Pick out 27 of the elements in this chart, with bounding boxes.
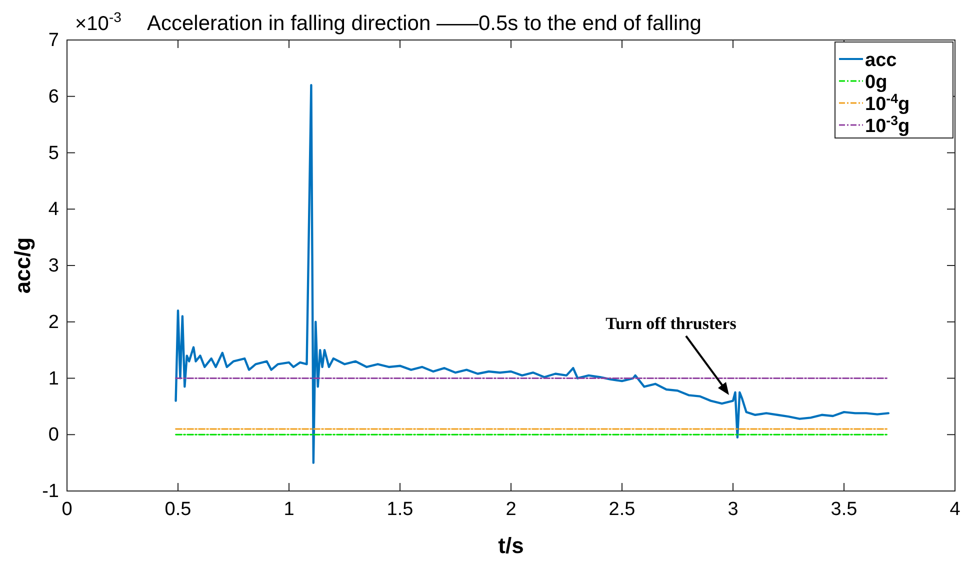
y-tick-label: 5 [48, 142, 59, 164]
y-tick-label: 2 [48, 312, 59, 333]
x-tick-label: 4 [950, 499, 961, 520]
x-tick-label: 3 [728, 499, 738, 520]
y-tick-label: -1 [42, 481, 59, 502]
y-tick-label: 0 [48, 424, 59, 446]
y-tick-label: 4 [48, 199, 60, 220]
y-tick-label: 3 [48, 256, 59, 276]
legend-label: acc [865, 50, 898, 71]
x-tick-label: 2.5 [608, 499, 636, 520]
y-tick-label: 7 [48, 30, 59, 51]
x-tick-label: 1 [284, 499, 294, 520]
legend-label: 0g [865, 72, 888, 93]
annotation: Turn off thrusters [606, 314, 737, 333]
text: ×10$^{-3}$ [75, 9, 122, 35]
legend-label: 10$^{-3}$g [865, 112, 910, 137]
y-tick-label: 1 [48, 368, 59, 390]
x-tick-label: 0 [62, 499, 72, 520]
x-axis-title: t/s [498, 533, 524, 558]
legend-label: 10$^{-4}$g [865, 90, 910, 115]
chart-title: Acceleration in falling direction ——0.5s to the end of falling [147, 12, 702, 35]
x-tick-label: 1.5 [386, 499, 414, 520]
y-tick-label: 6 [48, 86, 59, 108]
x-tick-label: 3.5 [830, 499, 858, 520]
x-tick-label: 2 [506, 499, 516, 520]
x-tick-label: 0.5 [164, 499, 192, 520]
y-axis-title: acc/g [10, 237, 35, 294]
